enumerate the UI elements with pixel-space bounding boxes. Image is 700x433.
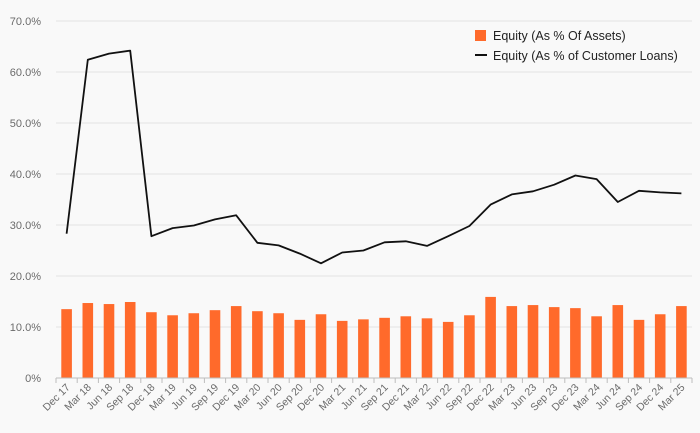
bar xyxy=(527,305,539,378)
legend: Equity (As % Of Assets) Equity (As % of … xyxy=(475,29,678,63)
bar xyxy=(315,314,327,378)
bar xyxy=(464,315,475,378)
bar xyxy=(252,311,263,378)
bar xyxy=(676,306,687,378)
legend-label-line: Equity (As % of Customer Loans) xyxy=(493,49,678,63)
y-tick-label: 30.0% xyxy=(10,220,41,232)
gridlines xyxy=(56,20,692,328)
bar xyxy=(167,315,178,378)
bar xyxy=(442,321,454,378)
y-tick-label: 0% xyxy=(25,373,41,385)
bar xyxy=(548,307,560,378)
y-axis-ticks: 0% 10.0% 20.0% 30.0% 40.0% 50.0% 60.0% 70.0% xyxy=(10,16,41,385)
y-tick-label: 70.0% xyxy=(10,16,41,28)
y-tick-label: 10.0% xyxy=(10,322,41,334)
bar xyxy=(209,310,221,378)
bar xyxy=(124,302,136,378)
bar xyxy=(61,309,72,378)
legend-label-bar: Equity (As % Of Assets) xyxy=(493,29,626,43)
line-series xyxy=(65,49,682,265)
bar xyxy=(82,303,94,378)
bar xyxy=(146,312,157,378)
bar xyxy=(633,319,645,378)
bar xyxy=(336,320,348,378)
bar xyxy=(485,296,496,378)
series-line xyxy=(65,49,682,265)
bar xyxy=(273,313,284,378)
bar xyxy=(379,317,390,378)
bar xyxy=(358,319,369,378)
bar xyxy=(591,316,602,378)
bar xyxy=(506,306,518,378)
y-tick-label: 50.0% xyxy=(10,118,41,130)
bar xyxy=(421,318,433,378)
bar xyxy=(188,313,200,378)
bar xyxy=(294,319,306,378)
bar xyxy=(654,314,666,378)
bars-series xyxy=(61,296,687,378)
bar xyxy=(612,305,624,378)
legend-swatch-bar xyxy=(475,30,486,41)
bar xyxy=(570,308,581,378)
y-tick-label: 40.0% xyxy=(10,169,41,181)
bar xyxy=(400,316,412,378)
bar xyxy=(230,306,242,378)
bar xyxy=(103,304,115,378)
y-tick-label: 20.0% xyxy=(10,271,41,283)
y-tick-label: 60.0% xyxy=(10,67,41,79)
